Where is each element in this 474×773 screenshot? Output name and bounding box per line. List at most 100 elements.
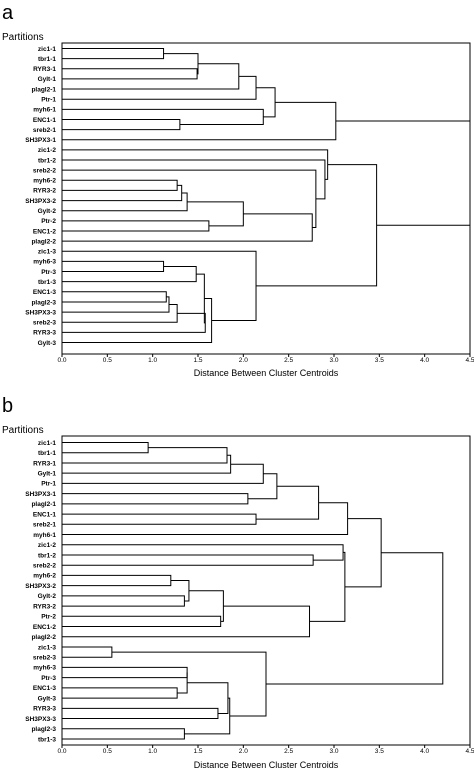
dendrogram-link bbox=[62, 312, 206, 333]
leaf-label: tbr1-2 bbox=[38, 552, 56, 559]
x-tick-label: 4.0 bbox=[420, 357, 429, 364]
leaf-label: plagl2-3 bbox=[31, 726, 56, 733]
dendrogram-link bbox=[62, 184, 183, 202]
leaf-label: SH3PX3-3 bbox=[25, 309, 56, 316]
leaf-label: Gylt-3 bbox=[38, 695, 57, 702]
dendrogram-link bbox=[62, 454, 232, 474]
leaf-label: sreb2-1 bbox=[33, 522, 57, 529]
x-tick-label: 2.0 bbox=[239, 748, 248, 755]
dendrogram-link bbox=[62, 63, 240, 90]
x-axis-title-b: Distance Between Cluster Centroids bbox=[194, 760, 339, 770]
leaf-label: tbr1-1 bbox=[38, 450, 56, 457]
leaf-label: sreb2-3 bbox=[33, 320, 57, 327]
dendrogram-link bbox=[62, 101, 337, 141]
dendrogram-link bbox=[247, 473, 278, 500]
leaf-label: plagl2-2 bbox=[31, 238, 56, 245]
leaf-label: tbr1-1 bbox=[38, 56, 56, 63]
plot-frame-a bbox=[61, 42, 471, 355]
leaf-label: ENC1-2 bbox=[33, 624, 57, 631]
dendrogram-link bbox=[184, 697, 231, 735]
leaf-label: plagl2-1 bbox=[31, 501, 56, 508]
panel-letter-b: b bbox=[2, 395, 13, 417]
leaf-label: tbr1-2 bbox=[38, 157, 56, 164]
leaf-label: RYR3-2 bbox=[33, 603, 56, 610]
x-tick-label: 3.0 bbox=[329, 357, 338, 364]
dendrogram-link bbox=[62, 646, 113, 658]
dendrogram-link bbox=[62, 48, 165, 60]
dendrogram-link bbox=[335, 120, 471, 226]
leaf-label: SH3PX3-3 bbox=[25, 716, 56, 723]
dendrogram-tree-b bbox=[62, 442, 444, 740]
leaf-label: Ptr-1 bbox=[41, 481, 56, 488]
leaf-label: sreb2-2 bbox=[33, 562, 57, 569]
dendrogram-link bbox=[111, 651, 267, 717]
dendrogram-link bbox=[187, 201, 244, 227]
x-tick-label: 2.5 bbox=[284, 748, 293, 755]
leaf-labels-b: zic1-1 tbr1-1 RYR3-1 Gylt-1 Ptr-1 SH3PX3-1 pla… bbox=[25, 440, 56, 744]
dendrogram-link bbox=[256, 485, 320, 520]
leaf-label: myh6-1 bbox=[33, 532, 56, 539]
dendrogram-link bbox=[62, 260, 165, 273]
x-tick-label: 3.0 bbox=[329, 748, 338, 755]
panel-b: b Partitions zic1-1 tbr1-1 RYR3-1 Gylt-1 Ptr… bbox=[2, 395, 474, 770]
x-tick-label: 0.0 bbox=[57, 748, 66, 755]
leaf-label: Gylt-3 bbox=[38, 340, 57, 347]
x-tick-label: 1.0 bbox=[148, 357, 157, 364]
dendrogram-link bbox=[62, 118, 181, 131]
x-tick-label: 1.5 bbox=[193, 357, 202, 364]
leaf-label: Ptr-2 bbox=[41, 218, 56, 225]
dendrogram-link bbox=[62, 303, 178, 323]
leaf-label: myh6-1 bbox=[33, 107, 56, 114]
leaf-label: Gylt-1 bbox=[38, 470, 57, 477]
leaf-label: SH3PX3-1 bbox=[25, 491, 56, 498]
panel-letter-a: a bbox=[2, 2, 14, 24]
dendrogram-link bbox=[344, 518, 382, 588]
leaf-label: RYR3-1 bbox=[33, 460, 56, 467]
leaf-label: Ptr-1 bbox=[41, 96, 56, 103]
x-tick-label: 0.5 bbox=[103, 357, 112, 364]
leaf-label: zic1-3 bbox=[38, 644, 56, 651]
dendrogram-link bbox=[62, 149, 329, 180]
leaf-label: ENC1-1 bbox=[33, 117, 57, 124]
dendrogram-link bbox=[62, 159, 326, 200]
leaf-label: zic1-1 bbox=[38, 46, 56, 53]
dendrogram-link bbox=[62, 291, 167, 303]
dendrogram-link bbox=[62, 544, 344, 561]
x-axis-a: 0.0 0.5 1.0 1.5 2.0 2.5 3.0 3.5 4.0 4.5 bbox=[57, 354, 474, 364]
dendrogram-link bbox=[62, 554, 314, 566]
leaf-label: myh6-3 bbox=[33, 259, 56, 266]
dendrogram-link bbox=[170, 580, 190, 602]
dendrogram-link bbox=[188, 590, 224, 622]
leaf-label: Gylt-1 bbox=[38, 76, 57, 83]
leaf-label: myh6-2 bbox=[33, 573, 56, 580]
dendrogram-link bbox=[62, 513, 257, 525]
x-tick-label: 1.0 bbox=[148, 748, 157, 755]
dendrogram-link bbox=[62, 502, 349, 536]
dendrogram-link bbox=[62, 442, 149, 454]
x-tick-label: 3.5 bbox=[375, 357, 384, 364]
partitions-title-a: Partitions bbox=[2, 32, 44, 43]
leaf-label: RYR3-3 bbox=[33, 330, 56, 337]
leaf-label: plagl2-1 bbox=[31, 86, 56, 93]
x-tick-label: 0.0 bbox=[57, 357, 66, 364]
dendrogram-link bbox=[62, 707, 219, 720]
dendrogram-link bbox=[62, 213, 313, 242]
leaf-label: plagl2-2 bbox=[31, 634, 56, 641]
x-tick-label: 2.5 bbox=[284, 357, 293, 364]
dendrogram-link bbox=[309, 551, 346, 622]
x-axis-title-a: Distance Between Cluster Centroids bbox=[194, 368, 339, 378]
x-tick-label: 3.5 bbox=[375, 748, 384, 755]
dendrogram-link bbox=[62, 297, 213, 343]
x-tick-label: 4.5 bbox=[465, 357, 474, 364]
dendrogram-link bbox=[62, 595, 185, 607]
dendrogram-link bbox=[62, 179, 178, 191]
leaf-label: SH3PX3-1 bbox=[25, 137, 56, 144]
dendrogram-link bbox=[62, 728, 185, 740]
dendrogram-tree-a bbox=[62, 48, 471, 343]
leaf-label: zic1-2 bbox=[38, 147, 56, 154]
leaf-label: Gylt-2 bbox=[38, 208, 57, 215]
dendrogram-link bbox=[62, 265, 197, 283]
x-tick-label: 0.5 bbox=[103, 748, 112, 755]
dendrogram-link bbox=[62, 574, 172, 587]
